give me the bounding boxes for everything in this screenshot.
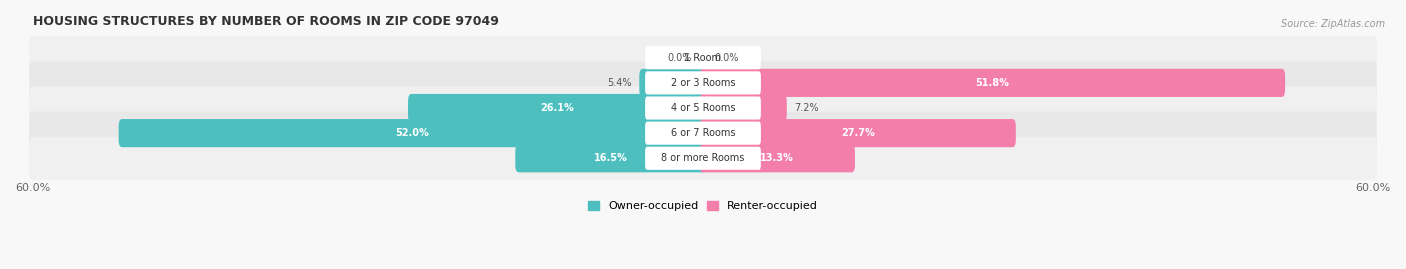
FancyBboxPatch shape <box>700 119 1017 147</box>
FancyBboxPatch shape <box>700 144 855 172</box>
Text: 52.0%: 52.0% <box>395 128 429 138</box>
Text: 2 or 3 Rooms: 2 or 3 Rooms <box>671 78 735 88</box>
Text: 0.0%: 0.0% <box>714 53 738 63</box>
Text: 27.7%: 27.7% <box>841 128 875 138</box>
FancyBboxPatch shape <box>515 144 706 172</box>
Text: Source: ZipAtlas.com: Source: ZipAtlas.com <box>1281 19 1385 29</box>
Text: 51.8%: 51.8% <box>976 78 1010 88</box>
FancyBboxPatch shape <box>645 147 761 170</box>
Text: 0.0%: 0.0% <box>668 53 692 63</box>
Text: 4 or 5 Rooms: 4 or 5 Rooms <box>671 103 735 113</box>
Text: 6 or 7 Rooms: 6 or 7 Rooms <box>671 128 735 138</box>
FancyBboxPatch shape <box>645 122 761 145</box>
Text: HOUSING STRUCTURES BY NUMBER OF ROOMS IN ZIP CODE 97049: HOUSING STRUCTURES BY NUMBER OF ROOMS IN… <box>32 15 499 28</box>
FancyBboxPatch shape <box>30 61 1376 104</box>
Text: 5.4%: 5.4% <box>607 78 631 88</box>
FancyBboxPatch shape <box>645 46 761 69</box>
FancyBboxPatch shape <box>30 112 1376 155</box>
FancyBboxPatch shape <box>30 36 1376 79</box>
FancyBboxPatch shape <box>30 137 1376 180</box>
Text: 1 Room: 1 Room <box>685 53 721 63</box>
FancyBboxPatch shape <box>700 69 1285 97</box>
FancyBboxPatch shape <box>640 69 706 97</box>
FancyBboxPatch shape <box>645 97 761 120</box>
Legend: Owner-occupied, Renter-occupied: Owner-occupied, Renter-occupied <box>583 196 823 216</box>
FancyBboxPatch shape <box>700 94 787 122</box>
Text: 8 or more Rooms: 8 or more Rooms <box>661 153 745 163</box>
FancyBboxPatch shape <box>645 71 761 94</box>
Text: 13.3%: 13.3% <box>761 153 794 163</box>
Text: 16.5%: 16.5% <box>593 153 627 163</box>
FancyBboxPatch shape <box>408 94 706 122</box>
Text: 26.1%: 26.1% <box>540 103 574 113</box>
FancyBboxPatch shape <box>30 86 1376 130</box>
Text: 7.2%: 7.2% <box>794 103 820 113</box>
FancyBboxPatch shape <box>118 119 706 147</box>
